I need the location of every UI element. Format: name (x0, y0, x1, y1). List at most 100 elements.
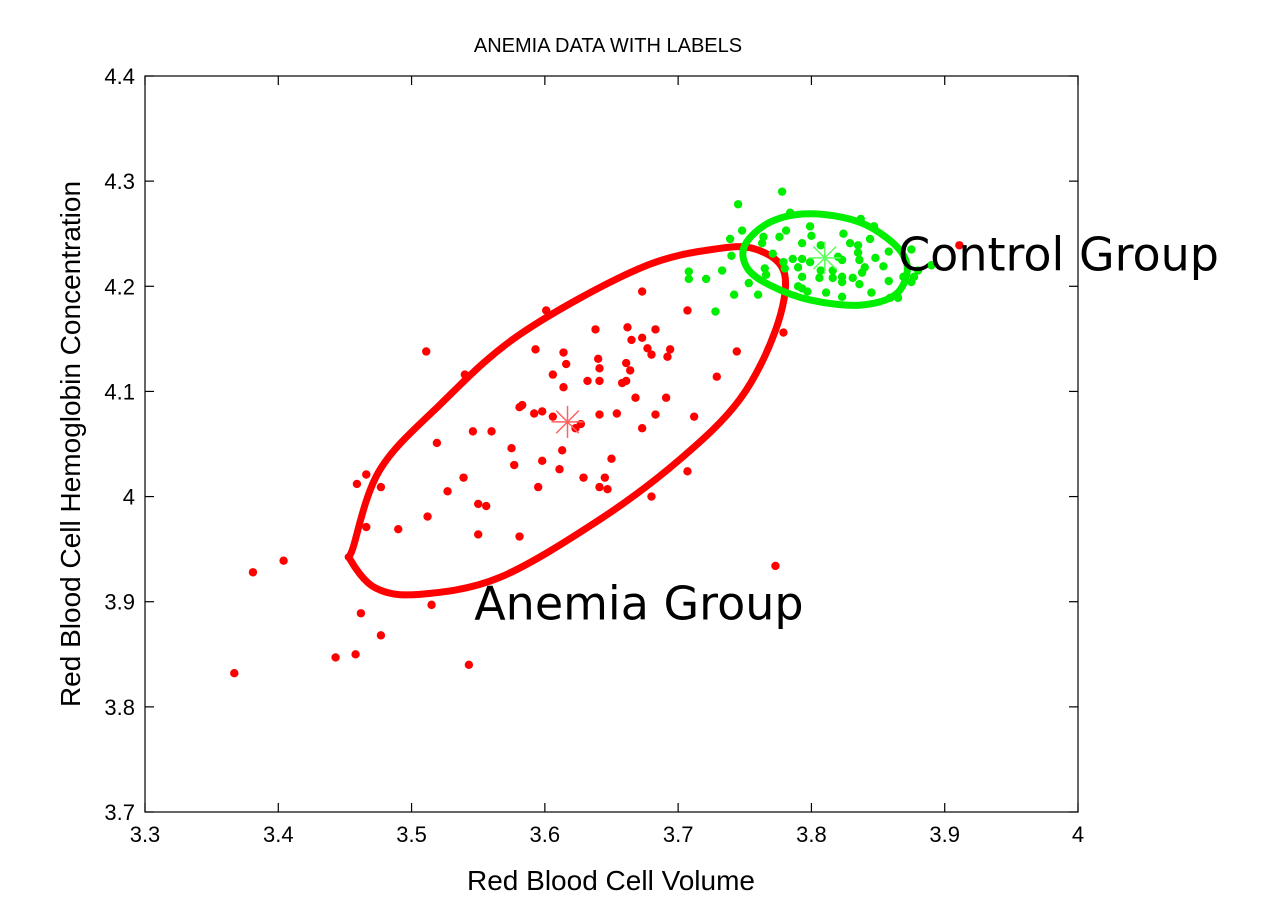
anemia-group-point (533, 482, 543, 492)
x-tick-label: 3.3 (130, 822, 161, 847)
anemia-group-point (623, 323, 632, 332)
anemia-group-point (557, 446, 567, 455)
control-group-point (777, 187, 787, 196)
axes-box (144, 75, 1079, 813)
anemia-group-point (779, 328, 788, 337)
y-tick-label: 4.2 (104, 274, 135, 299)
anemia-group-point (376, 631, 386, 640)
control-group-point (775, 232, 784, 242)
centroid-stroke (555, 410, 580, 434)
control-group-point (684, 274, 694, 284)
control-group-point (855, 279, 864, 289)
anemia-group-point (595, 364, 604, 373)
anemia-group-point (603, 485, 612, 494)
y-tick-label: 4.1 (104, 379, 135, 404)
anemia-group-point (607, 454, 616, 463)
anemia-group-point (559, 383, 568, 392)
control-group-point (781, 226, 791, 235)
anemia-group-point (600, 473, 610, 482)
anemia-group-point (555, 465, 564, 474)
anemia-group-point (712, 372, 721, 381)
control-group-point (907, 245, 916, 254)
anemia-group-point (548, 412, 558, 421)
anemia-group-point (651, 410, 660, 419)
anemia-group-point (352, 479, 362, 489)
anemia-group-point (595, 482, 604, 492)
x-tick-label: 3.8 (796, 822, 827, 847)
control-group-point (797, 254, 807, 264)
anemia-group-point (627, 335, 636, 345)
anemia-group-point (422, 347, 431, 356)
control-group-point (927, 261, 936, 270)
annotation-label: Control Group (898, 228, 1219, 282)
control-group-point (837, 255, 847, 265)
x-axis-label: Red Blood Cell Volume (467, 865, 755, 896)
anemia-group-point (537, 456, 547, 466)
anemia-group-point (689, 412, 699, 421)
anemia-group-point (356, 609, 366, 618)
anemia-group-point (631, 393, 640, 402)
anemia-group-ellipse (344, 243, 789, 599)
anemia-group-series (230, 241, 964, 678)
anemia-group-point (230, 669, 239, 678)
control-group-point (727, 251, 736, 260)
anemia-group-point (248, 568, 258, 577)
control-group-ellipse (739, 210, 911, 309)
anemia-group-point (432, 438, 442, 448)
y-axis-label: Red Blood Cell Hemoglobin Concentration (55, 181, 86, 707)
anemia-group-point (515, 403, 524, 412)
anemia-group-point (510, 460, 519, 470)
control-group-point (907, 277, 916, 287)
anemia-group-point (507, 444, 516, 453)
control-group-point (839, 229, 848, 238)
x-tick-label: 3.9 (929, 822, 960, 847)
anemia-group-point (559, 348, 568, 357)
anemia-group-point (643, 344, 652, 353)
control-group-point (768, 249, 777, 258)
anemia-group-point (621, 358, 631, 368)
anemia-group-point (683, 306, 692, 315)
control-group-point (701, 274, 711, 284)
anemia-group-point (651, 325, 660, 334)
centroid-stroke (812, 246, 837, 270)
control-group-point (865, 234, 875, 244)
control-group-point (828, 273, 837, 283)
anemia-group-point (548, 370, 558, 379)
control-group-point (807, 231, 816, 241)
anemia-group-point (595, 410, 604, 419)
control-group-point (780, 264, 789, 273)
anemia-group-point (595, 376, 604, 386)
anemia-group-point (637, 287, 647, 296)
annotation-label: Anemia Group (474, 577, 803, 631)
anemia-group-point (732, 347, 741, 356)
anemia-group-point (427, 600, 436, 610)
control-group-point (805, 222, 815, 231)
control-group-point (761, 270, 771, 279)
control-group-point (884, 247, 893, 256)
x-tick-label: 3.4 (263, 822, 294, 847)
anemia-group-point (474, 499, 483, 509)
plot-area: Anemia Group Control Group (230, 187, 1219, 678)
control-group-point (845, 238, 855, 248)
anemia-group-point (279, 556, 288, 565)
anemia-group-point (515, 532, 524, 541)
control-group-point (805, 257, 815, 267)
control-group-point (867, 288, 876, 297)
control-group-point (725, 234, 735, 244)
control-group-point (744, 278, 753, 288)
anemia-group-point (661, 393, 671, 402)
anemia-group-point (571, 424, 580, 433)
anemia-group-centroid-marker (551, 405, 584, 438)
anemia-group-point (637, 424, 647, 433)
anemia-group-point (482, 501, 491, 511)
anemia-group-point (443, 487, 452, 496)
control-group-point (871, 253, 880, 263)
control-group-point (853, 241, 863, 250)
control-group-point (853, 248, 863, 257)
anemia-group-point (647, 350, 656, 359)
anemia-group-point (351, 650, 360, 659)
control-group-point (684, 267, 694, 276)
control-group-point (816, 241, 825, 250)
control-group-point (779, 257, 788, 267)
